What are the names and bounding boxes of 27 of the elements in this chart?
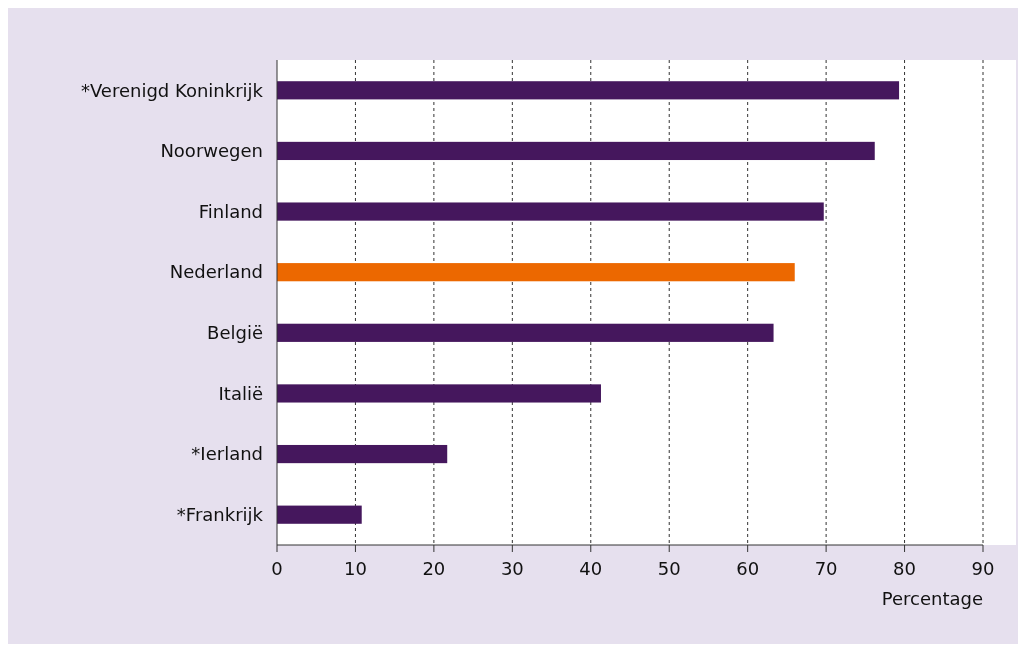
bar	[277, 81, 900, 100]
x-tick-label: 10	[343, 558, 367, 579]
y-tick-label: België	[207, 322, 263, 344]
x-tick-label: 0	[271, 558, 283, 579]
bar	[277, 384, 601, 403]
bar	[277, 263, 795, 282]
bar	[277, 323, 774, 342]
y-tick-label: Finland	[198, 200, 263, 222]
bar	[277, 202, 824, 221]
y-tick-label: Noorwegen	[160, 140, 263, 162]
bar	[277, 505, 362, 524]
y-tick-label: *Verenigd Koninkrijk	[80, 79, 264, 101]
x-tick-label: 70	[814, 558, 838, 579]
x-tick-label: 80	[893, 558, 917, 579]
y-tick-label: Nederland	[169, 261, 263, 283]
x-tick-label: 50	[657, 558, 681, 579]
x-tick-label: 90	[971, 558, 995, 579]
bar	[277, 141, 875, 161]
x-tick-label: 30	[500, 558, 524, 579]
y-tick-label: *Ierland	[191, 443, 263, 465]
y-tick-label: *Frankrijk	[176, 503, 264, 525]
x-tick-label: 40	[579, 558, 603, 579]
y-tick-label: Italië	[218, 382, 263, 404]
x-tick-label: 60	[736, 558, 760, 579]
x-tick-label: 20	[422, 558, 446, 579]
x-axis-title: Percentage	[881, 588, 983, 609]
bar	[277, 444, 448, 464]
